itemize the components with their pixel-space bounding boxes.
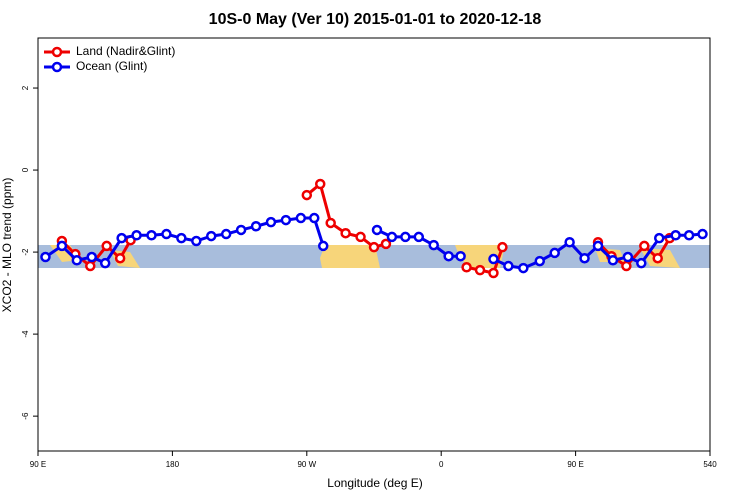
data-point bbox=[280, 214, 292, 226]
y-tick-label: -2 bbox=[21, 248, 30, 256]
y-axis-label: XCO2 - MLO trend (ppm) bbox=[0, 178, 14, 313]
data-point bbox=[455, 250, 466, 262]
data-point bbox=[639, 240, 650, 252]
data-point bbox=[386, 231, 398, 243]
data-point bbox=[697, 228, 708, 240]
x-tick-label: 0 bbox=[439, 460, 444, 469]
data-point bbox=[250, 220, 262, 232]
data-point bbox=[301, 189, 313, 201]
data-point bbox=[40, 251, 51, 263]
data-point bbox=[461, 262, 472, 273]
data-point bbox=[653, 232, 665, 244]
data-point bbox=[317, 240, 329, 252]
data-point bbox=[443, 250, 454, 262]
x-axis-label: Longitude (deg E) bbox=[327, 476, 422, 490]
y-tick-label: -6 bbox=[21, 412, 30, 420]
data-point bbox=[265, 216, 277, 228]
data-point bbox=[564, 236, 575, 248]
y-tick-label: -4 bbox=[21, 330, 30, 338]
data-point bbox=[101, 240, 112, 252]
data-point bbox=[413, 231, 425, 243]
data-point bbox=[71, 255, 83, 266]
data-point bbox=[295, 212, 307, 224]
data-point bbox=[114, 252, 126, 264]
data-point bbox=[622, 251, 634, 263]
data-point bbox=[488, 253, 499, 265]
data-point bbox=[85, 260, 96, 272]
data-point bbox=[488, 267, 499, 279]
data-point bbox=[146, 230, 157, 241]
data-point bbox=[355, 231, 366, 243]
data-point bbox=[549, 247, 560, 259]
data-point bbox=[86, 251, 98, 263]
data-point bbox=[176, 232, 187, 244]
legend-label: Land (Nadir&Glint) bbox=[76, 44, 175, 58]
data-point bbox=[518, 262, 529, 274]
data-point bbox=[652, 252, 663, 264]
data-point bbox=[497, 241, 508, 253]
data-point bbox=[235, 224, 247, 236]
data-point bbox=[191, 235, 202, 247]
data-point bbox=[205, 230, 217, 242]
data-point bbox=[607, 255, 619, 266]
legend-label: Ocean (Glint) bbox=[76, 59, 147, 73]
chart-title: 10S-0 May (Ver 10) 2015-01-01 to 2020-12… bbox=[209, 11, 542, 28]
x-tick-label: 90 W bbox=[297, 460, 316, 469]
data-point bbox=[503, 260, 514, 272]
y-tick-label: 0 bbox=[21, 167, 30, 172]
data-point bbox=[161, 228, 172, 240]
data-point bbox=[592, 240, 604, 252]
x-tick-label: 90 E bbox=[567, 460, 583, 469]
data-point bbox=[380, 238, 392, 250]
data-point bbox=[371, 224, 383, 236]
legend-marker bbox=[51, 46, 63, 58]
data-point bbox=[636, 257, 647, 269]
data-point bbox=[131, 230, 142, 241]
y-tick-label: 2 bbox=[21, 85, 30, 90]
x-tick-label: 180 bbox=[166, 460, 180, 469]
data-point bbox=[428, 239, 439, 251]
data-point bbox=[579, 252, 590, 264]
data-point bbox=[368, 241, 380, 253]
data-point bbox=[621, 260, 632, 272]
data-point bbox=[474, 264, 486, 276]
data-point bbox=[683, 230, 695, 241]
data-point bbox=[670, 230, 681, 241]
x-tick-label: 540 bbox=[703, 460, 717, 469]
x-tick-label: 90 E bbox=[30, 460, 46, 469]
data-point bbox=[99, 257, 111, 269]
data-point bbox=[220, 228, 232, 240]
data-point bbox=[56, 240, 68, 252]
legend-marker bbox=[51, 61, 63, 73]
data-point bbox=[400, 231, 411, 243]
data-point bbox=[116, 232, 127, 244]
data-point bbox=[534, 255, 546, 267]
data-point bbox=[325, 217, 336, 229]
data-point bbox=[309, 212, 320, 224]
plot-frame bbox=[37, 37, 711, 452]
data-point bbox=[340, 227, 351, 239]
data-point bbox=[314, 178, 326, 190]
land-shape bbox=[50, 245, 680, 268]
